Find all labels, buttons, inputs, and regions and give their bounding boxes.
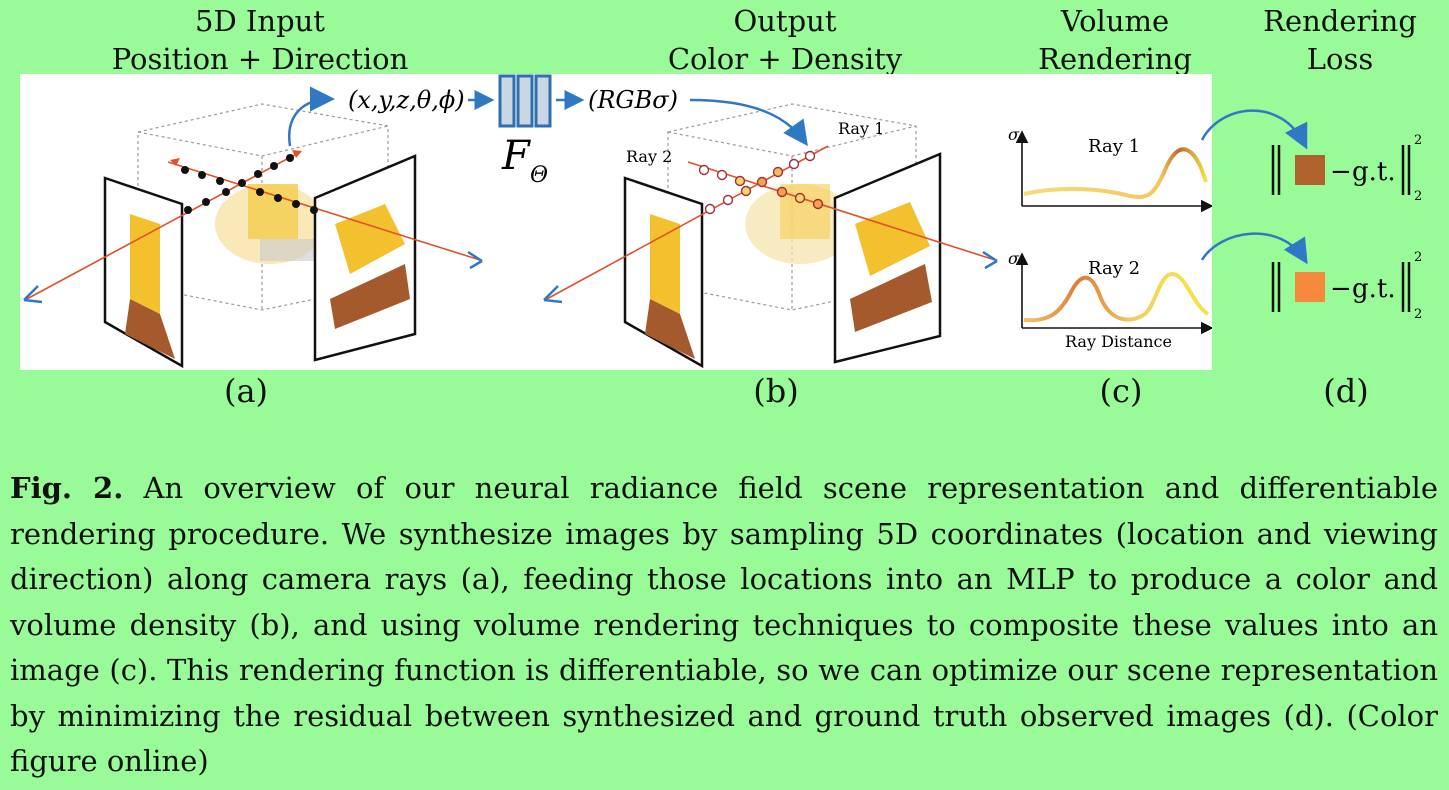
density-plot-ray2: σ Ray 2 Ray Distance [1008,249,1212,351]
header-d-line2: Loss [1306,42,1374,76]
loss-term-2: − g.t. 2 2 [1271,250,1422,322]
header-b-line2: Color + Density [667,42,903,76]
network-subscript: Θ [530,163,548,188]
loss-term-1: − g.t. 2 2 [1271,133,1422,204]
norm-sup-1: 2 [1414,133,1422,148]
caption-text: An overview of our neural radiance field… [10,471,1438,778]
ground-view-left [125,299,175,359]
color-swatch-rendered-1 [1295,155,1325,185]
bounding-box-b [667,103,917,311]
curved-arrow-icon-b [689,98,808,147]
header-c-line1: Volume [1060,4,1170,38]
panel-a-scene [23,86,483,369]
figure-caption: Fig. 2. An overview of our neural radian… [10,466,1438,785]
ray2-label-b: Ray 2 [626,147,672,166]
color-swatch-rendered-2 [1295,272,1325,302]
density-curve-2 [1023,271,1210,323]
ray1-label-c: Ray 1 [1088,136,1140,157]
ground-view-b-left [645,299,695,359]
header-d-line1: Rendering [1263,4,1417,38]
header-rendering-loss: Rendering Loss [1240,2,1440,78]
panel-label-b: (b) [753,372,799,410]
camera-ray-a1 [24,151,301,301]
gt-label-1: g.t. [1352,157,1396,187]
ray-a2-tip [170,158,180,166]
ground-view-right [330,264,410,329]
panel-c-plots: σ Ray 1 σ Ray 2 Ray Distance [1008,125,1212,351]
camera-ray-arrowhead-a1 [23,285,43,304]
curved-arrow-icon-d2 [1200,232,1308,265]
panel-label-c: (c) [1099,372,1143,410]
density-plot-ray1: σ Ray 1 [1008,125,1212,213]
header-volume-rendering: Volume Rendering [1015,2,1215,78]
curved-arrow-icon-a [287,86,335,147]
header-5d-input: 5D Input Position + Direction [80,2,440,78]
figure-panel-strip: (x,y,z,θ,ϕ) F Θ (RGBσ) [20,74,1212,370]
camera-ray-arrowhead-a2 [467,250,483,270]
norm-sub-2: 2 [1414,307,1422,322]
density-curve-1 [1023,147,1208,199]
figure-number: Fig. 2. [10,471,124,505]
panel-label-d: (d) [1323,372,1369,410]
network-label: F [501,133,531,179]
ray-a1-tip [292,150,302,158]
norm-sub-1: 2 [1414,189,1422,204]
header-a-line1: 5D Input [195,4,325,38]
ray-distance-label: Ray Distance [1065,332,1172,351]
bulldozer-model-b [745,184,855,264]
bulldozer-model-a [215,184,330,264]
minus-sign-1: − [1330,157,1352,187]
gt-label-2: g.t. [1352,274,1396,304]
norm-sup-2: 2 [1414,250,1422,265]
header-b-line1: Output [733,4,837,38]
header-output: Output Color + Density [620,2,950,78]
header-c-line2: Rendering [1038,42,1192,76]
nerf-overview-diagram: (x,y,z,θ,ϕ) F Θ (RGBσ) [23,74,1212,369]
sample-points-b [698,150,824,215]
camera-ray-arrowhead-b2 [982,250,998,270]
ray1-label-b: Ray 1 [838,119,884,138]
sigma-label-1: σ [1008,125,1020,144]
camera-ray-arrowhead-b1 [543,285,563,304]
panel-d-loss: − g.t. 2 2 − g.t. 2 2 [1200,109,1422,322]
panel-b-scene: Ray 2 Ray 1 [543,98,998,369]
ground-view-b-right [850,264,932,332]
header-a-line2: Position + Direction [111,42,409,76]
ray2-label-c: Ray 2 [1088,258,1140,279]
minus-sign-2: − [1330,274,1352,304]
sigma-label-2: σ [1008,249,1020,268]
sample-points-a [181,154,318,214]
output-vector-label: (RGBσ) [588,86,678,114]
neural-network-icon [498,74,552,128]
bulldozer-view-right [335,204,405,274]
panel-label-a: (a) [223,372,269,410]
curved-arrow-icon-d1 [1200,109,1308,150]
input-vector-label: (x,y,z,θ,ϕ) [348,86,465,114]
